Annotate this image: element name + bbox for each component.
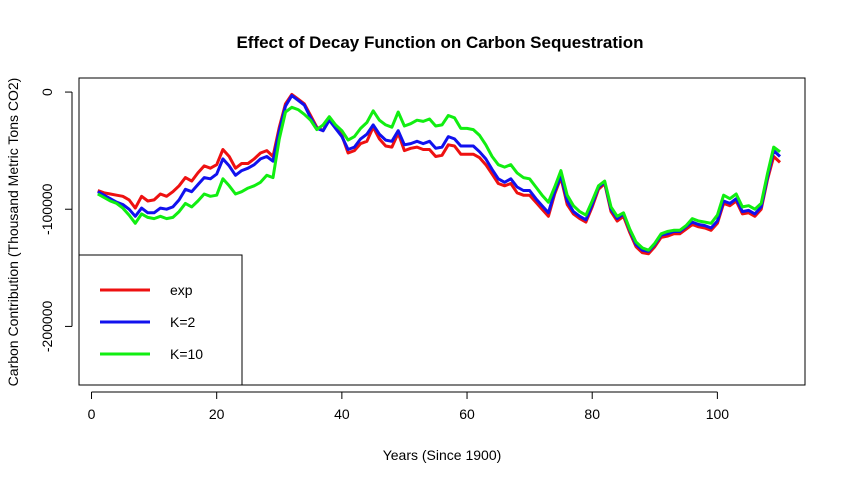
series-line-k-2 xyxy=(97,94,782,253)
series-line-exp xyxy=(97,92,782,256)
chart-title: Effect of Decay Function on Carbon Seque… xyxy=(236,33,643,52)
legend-label: exp xyxy=(170,282,193,298)
chart-axes: 0 20 40 60 80 100 0 -100000 -200000 xyxy=(39,88,729,422)
y-axis-label: Carbon Contribution (Thousand Metric Ton… xyxy=(5,78,21,387)
y-tick-label: -200000 xyxy=(39,301,55,353)
x-tick-label: 60 xyxy=(459,406,475,422)
chart-series xyxy=(97,92,782,256)
legend-label: K=10 xyxy=(170,346,203,362)
legend-box xyxy=(78,254,243,386)
legend: exp K=2 K=10 xyxy=(78,254,243,386)
x-axis-label: Years (Since 1900) xyxy=(383,447,502,463)
y-tick-label: -100000 xyxy=(39,183,55,235)
x-tick-label: 100 xyxy=(706,406,730,422)
x-tick-label: 0 xyxy=(88,406,96,422)
plot-frame xyxy=(78,77,806,386)
legend-label: K=2 xyxy=(170,314,196,330)
x-tick-label: 20 xyxy=(209,406,225,422)
series-line-k-10 xyxy=(97,105,781,252)
y-tick-label: 0 xyxy=(39,88,55,96)
x-tick-label: 80 xyxy=(584,406,600,422)
x-tick-label: 40 xyxy=(334,406,350,422)
